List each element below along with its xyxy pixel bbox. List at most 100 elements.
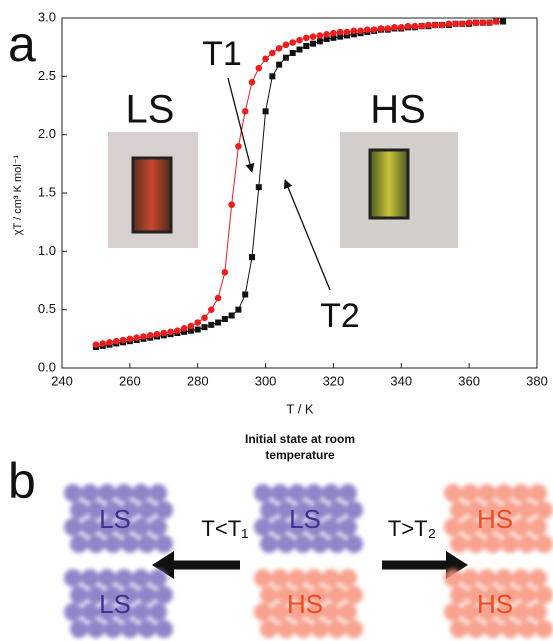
marker: [344, 32, 350, 39]
lattice-site: [115, 603, 133, 621]
lattice-site: [512, 569, 530, 587]
marker: [228, 312, 235, 319]
lattice-site: [104, 501, 122, 519]
lattice-site: [328, 620, 346, 638]
lattice-site: [328, 501, 346, 519]
marker: [418, 22, 425, 30]
lattice-site: [115, 484, 133, 502]
lattice-site: [81, 484, 99, 502]
lattice-site: [260, 620, 278, 638]
lattice-site: [155, 586, 173, 604]
lattice-site: [260, 535, 278, 553]
photo-label: LS: [126, 88, 175, 132]
lattice-label: HS: [287, 589, 323, 619]
lattice-site: [121, 586, 139, 604]
marker: [194, 326, 201, 333]
marker: [242, 291, 249, 298]
lattice-site: [311, 586, 329, 604]
lattice-site: [305, 518, 323, 536]
lattice-site: [444, 603, 462, 621]
lattice-label: HS: [477, 589, 513, 619]
lattice-site: [138, 535, 156, 553]
marker: [99, 340, 107, 347]
lattice-site: [121, 535, 139, 553]
marker: [323, 36, 330, 42]
marker: [425, 21, 432, 29]
lattice-site: [328, 586, 346, 604]
marker: [330, 29, 337, 37]
marker: [472, 19, 480, 26]
lattice-site: [444, 518, 462, 536]
marker: [208, 321, 215, 328]
marker: [438, 21, 446, 29]
lattice-site: [294, 586, 312, 604]
marker: [207, 306, 215, 313]
lattice-site: [495, 518, 513, 536]
lattice-site: [339, 518, 357, 536]
lattice-site: [70, 620, 88, 638]
lattice-site: [305, 603, 323, 621]
lattice: HS: [254, 569, 363, 638]
lattice-site: [64, 603, 82, 621]
marker: [350, 31, 357, 38]
lattice-site: [484, 586, 502, 604]
lattice-site: [87, 501, 105, 519]
lattice-site: [529, 603, 547, 621]
lattice-site: [149, 484, 167, 502]
annotation: T1: [202, 35, 242, 73]
lattice-site: [81, 569, 99, 587]
marker: [330, 34, 337, 41]
marker: [255, 64, 263, 72]
marker: [235, 306, 242, 313]
marker: [309, 33, 317, 40]
x-tick-label: 240: [51, 373, 73, 388]
lattice-blob: [254, 569, 363, 638]
x-tick-label: 280: [187, 373, 209, 388]
lattice-site: [138, 620, 156, 638]
lattice: HS: [444, 484, 553, 553]
lattice-site: [288, 569, 306, 587]
lattice-blob: [254, 484, 363, 553]
marker: [296, 46, 303, 53]
lattice-site: [87, 586, 105, 604]
lattice-site: [328, 535, 346, 553]
y-tick-label: 2.0: [38, 126, 56, 141]
photos: LS HS: [108, 88, 458, 248]
lattice-label: HS: [477, 504, 513, 534]
lattice-site: [104, 620, 122, 638]
marker: [411, 22, 419, 30]
lattice-site: [450, 535, 468, 553]
marker: [201, 324, 208, 331]
diagram-title: Initial state at room: [245, 432, 355, 446]
lattice-site: [495, 484, 513, 502]
arrow-head: [152, 551, 174, 579]
marker: [302, 34, 310, 42]
lattice-site: [444, 569, 462, 587]
lattice-site: [254, 569, 272, 587]
marker: [404, 22, 412, 30]
marker: [303, 43, 310, 49]
marker: [445, 20, 453, 28]
lattice: LS: [254, 484, 363, 553]
lattice-site: [467, 586, 485, 604]
panel-label: b: [8, 453, 36, 509]
lattice-site: [288, 518, 306, 536]
marker: [289, 50, 296, 56]
lattice-site: [345, 586, 363, 604]
annotation-arrow: [283, 179, 331, 291]
lattice-site: [495, 603, 513, 621]
lattice: LS: [64, 484, 173, 553]
lattice-site: [271, 603, 289, 621]
lattice-site: [461, 569, 479, 587]
lattice-site: [495, 569, 513, 587]
x-tick-label: 260: [119, 373, 141, 388]
lattice-site: [322, 569, 340, 587]
lattice: LS: [64, 569, 173, 638]
marker: [140, 333, 147, 340]
lattice-site: [155, 501, 173, 519]
lattice-site: [501, 535, 519, 553]
lattice-site: [484, 620, 502, 638]
marker: [397, 24, 405, 31]
marker: [269, 49, 276, 57]
lattice-site: [478, 484, 496, 502]
